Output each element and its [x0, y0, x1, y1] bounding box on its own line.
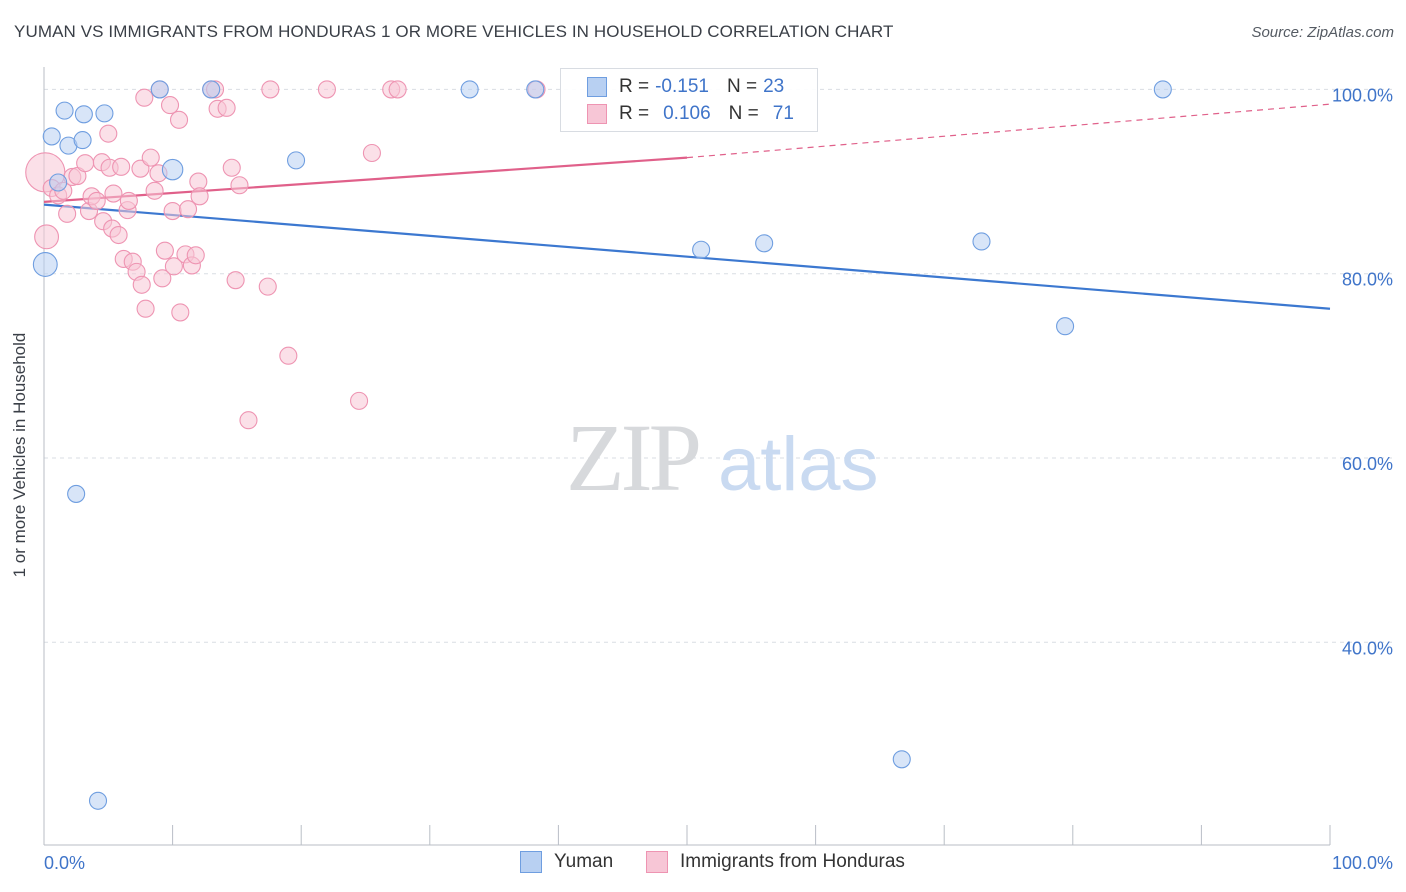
point-honduras: [163, 202, 182, 221]
y-axis-title: 1 or more Vehicles in Household: [10, 332, 29, 578]
grid-lines: [44, 88, 1392, 643]
point-yuman: [73, 131, 92, 150]
legend-swatch-honduras: [646, 851, 668, 873]
point-honduras: [230, 176, 249, 195]
point-honduras: [34, 224, 60, 250]
point-honduras: [171, 303, 190, 322]
legend-swatch-pink: [587, 104, 607, 124]
point-honduras: [119, 191, 138, 210]
point-yuman: [755, 234, 774, 253]
point-honduras: [76, 154, 95, 173]
point-honduras: [153, 269, 172, 288]
point-yuman: [95, 104, 114, 123]
point-honduras: [109, 225, 128, 245]
point-honduras: [131, 159, 150, 178]
legend-r-value: -0.151: [655, 76, 709, 97]
watermark-zip: ZIP: [566, 404, 699, 511]
point-yuman: [32, 252, 58, 277]
point-honduras: [388, 80, 407, 99]
point-honduras: [132, 275, 151, 294]
point-honduras: [239, 411, 258, 430]
y-tick-label: 80.0%: [1342, 270, 1393, 290]
point-honduras: [112, 157, 131, 176]
legend-n-value: 23: [763, 76, 785, 97]
x-tick-label: 0.0%: [44, 853, 85, 873]
point-yuman: [88, 791, 108, 810]
point-honduras: [222, 158, 241, 177]
x-tick-label: 100.0%: [1332, 853, 1393, 873]
point-honduras: [99, 124, 118, 143]
point-yuman: [287, 151, 306, 170]
point-yuman: [74, 105, 93, 124]
point-honduras: [279, 346, 298, 365]
point-yuman: [49, 173, 68, 192]
point-honduras: [186, 246, 205, 265]
legend-label-yuman: Yuman: [554, 851, 614, 872]
point-yuman: [161, 158, 184, 181]
point-honduras: [104, 184, 123, 203]
point-yuman: [460, 80, 479, 99]
point-yuman: [892, 750, 911, 769]
legend-r-label: R =: [619, 103, 650, 124]
tick-labels: 100.0% 80.0% 60.0% 40.0% 0.0% 100.0%: [44, 85, 1393, 873]
point-honduras: [362, 143, 381, 163]
y-tick-label: 40.0%: [1342, 638, 1393, 658]
legend-row-honduras: R = 0.106 N = 71: [587, 101, 794, 127]
point-honduras: [160, 96, 180, 115]
legend-row-yuman: R = -0.151 N = 23: [587, 74, 784, 100]
point-yuman: [692, 240, 711, 259]
point-yuman: [526, 80, 545, 99]
legend-item-yuman[interactable]: Yuman: [520, 851, 613, 873]
y-tick-label: 100.0%: [1332, 85, 1393, 105]
point-yuman: [972, 232, 991, 251]
point-yuman: [202, 80, 221, 99]
trend-line-honduras-extension: [686, 103, 1331, 159]
point-yuman: [67, 484, 86, 503]
point-yuman: [1153, 80, 1172, 99]
point-honduras: [169, 110, 189, 129]
point-yuman: [55, 101, 74, 120]
axes: [43, 67, 1331, 846]
legend-r-value: 0.106: [663, 103, 711, 124]
point-honduras: [136, 299, 155, 318]
legend-swatch-yuman: [520, 851, 542, 873]
source-label: Source: ZipAtlas.com: [1251, 24, 1394, 41]
point-honduras: [178, 200, 198, 219]
point-honduras: [155, 241, 174, 260]
point-honduras: [258, 277, 277, 296]
series-legend: Yuman Immigrants from Honduras: [0, 851, 1406, 877]
chart-title: YUMAN VS IMMIGRANTS FROM HONDURAS 1 OR M…: [14, 22, 894, 41]
y-tick-label: 60.0%: [1342, 454, 1393, 474]
legend-n-label: N =: [728, 103, 759, 124]
legend-n-label: N =: [726, 76, 758, 97]
legend-r-label: R =: [619, 76, 650, 97]
point-honduras: [87, 191, 106, 210]
point-honduras: [350, 391, 369, 410]
point-honduras: [261, 80, 280, 99]
watermark-atlas: atlas: [718, 422, 879, 507]
point-honduras: [317, 80, 336, 99]
point-honduras: [226, 271, 245, 290]
legend-n-value: 71: [772, 103, 794, 124]
point-honduras: [190, 187, 209, 206]
point-honduras: [217, 98, 236, 117]
stats-legend: R = -0.151 N = 23 R = 0.106 N = 71: [560, 68, 818, 132]
legend-item-honduras[interactable]: Immigrants from Honduras: [646, 851, 905, 873]
trend-line-yuman: [43, 203, 1331, 310]
point-yuman: [150, 80, 169, 99]
point-honduras: [141, 148, 160, 167]
point-honduras: [145, 181, 164, 200]
legend-label-honduras: Immigrants from Honduras: [680, 851, 905, 872]
point-honduras: [58, 204, 77, 223]
point-yuman: [42, 127, 61, 146]
point-honduras: [164, 257, 183, 276]
point-honduras: [135, 88, 154, 107]
point-yuman: [1056, 317, 1075, 336]
data-points: [25, 80, 1172, 810]
legend-swatch-blue: [587, 77, 607, 97]
